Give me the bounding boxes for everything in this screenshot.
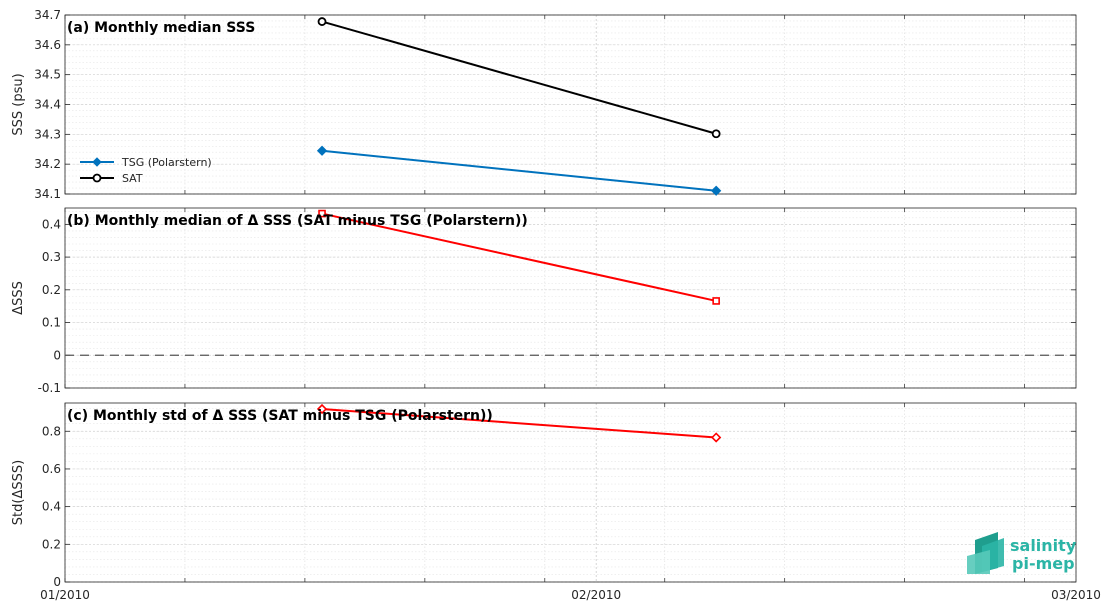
- panel-c: 0 0.2 0.4 0.6 0.8 01/2010 02/2010 03/2010 Std(ΔS…: [11, 402, 1101, 602]
- data-point: [711, 129, 721, 139]
- y-tick-label: 34.7: [34, 8, 61, 22]
- y-tick-label: 34.3: [34, 127, 61, 141]
- data-point: [711, 432, 722, 443]
- y-tick-label: 0.1: [42, 316, 61, 330]
- panel-b: -0.1 0 0.1 0.2 0.3 0.4 ΔSSS (b) Monthly median …: [11, 207, 1077, 395]
- y-tick-label: 34.2: [34, 157, 61, 171]
- series-line: [321, 149, 717, 192]
- y-tick-label: 0.4: [42, 217, 61, 231]
- data-point: [318, 209, 326, 218]
- axes-box: [64, 207, 1077, 389]
- panel-title: (b) Monthly median of Δ SSS (SAT minus T…: [67, 213, 528, 229]
- y-tick-label: 0.4: [42, 500, 61, 514]
- panel-title: (c) Monthly std of Δ SSS (SAT minus TSG …: [67, 408, 493, 424]
- data-point: [317, 17, 327, 26]
- y-tick-label: 0: [53, 348, 61, 362]
- panel-title: (a) Monthly median SSS: [67, 20, 255, 36]
- y-tick-label: -0.1: [38, 381, 61, 395]
- y-axis-label: Std(ΔSSS): [11, 460, 26, 525]
- y-tick-label: 34.6: [34, 38, 61, 52]
- logo-mark-icon: [967, 532, 1004, 574]
- y-tick-label: 0: [53, 575, 61, 589]
- logo-text-line2: pi-mep: [1012, 554, 1075, 573]
- logo: salinity pi-mep: [967, 532, 1077, 574]
- y-axis-label: SSS (psu): [11, 73, 26, 135]
- panel-a: 34.1 34.2 34.3 34.4 34.5 34.6 34.7 SSS (psu) (a)…: [11, 8, 1077, 201]
- data-point: [712, 297, 720, 305]
- y-tick-label: 0.6: [42, 462, 61, 476]
- data-point: [316, 145, 328, 156]
- data-point: [711, 185, 722, 196]
- y-tick-label: 34.1: [34, 187, 61, 201]
- x-tick-label: 03/2010: [1051, 588, 1101, 602]
- legend-label: SAT: [122, 172, 143, 185]
- x-tick-label: 02/2010: [571, 588, 621, 602]
- legend-marker: [92, 173, 102, 183]
- y-tick-label: 0.2: [42, 283, 61, 297]
- y-tick-label: 0.3: [42, 250, 61, 264]
- y-tick-label: 34.5: [34, 68, 61, 82]
- series-line: [321, 408, 717, 439]
- legend-marker: [92, 157, 102, 167]
- series-line: [321, 212, 717, 302]
- data-point: [316, 403, 328, 415]
- x-tick-label: 01/2010: [40, 588, 90, 602]
- y-tick-label: 0.8: [42, 424, 61, 438]
- series-line: [321, 20, 717, 135]
- logo-text-line1: salinity: [1010, 536, 1077, 555]
- y-tick-label: 34.4: [34, 98, 61, 112]
- legend-label: TSG (Polarstern): [121, 156, 212, 169]
- axes-box: [64, 402, 1077, 583]
- y-axis-label: ΔSSS: [11, 281, 26, 315]
- y-tick-label: 0.2: [42, 537, 61, 551]
